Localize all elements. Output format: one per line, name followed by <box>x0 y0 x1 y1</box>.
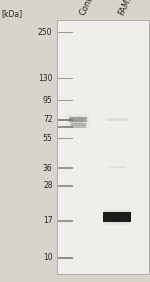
Bar <box>58 100 73 101</box>
Bar <box>108 211 126 222</box>
Bar <box>74 118 82 123</box>
Bar <box>58 257 73 259</box>
Bar <box>113 214 121 219</box>
Bar <box>58 220 73 222</box>
Bar <box>108 166 126 168</box>
Bar <box>111 213 123 221</box>
Text: Control: Control <box>78 0 99 17</box>
Text: [kDa]: [kDa] <box>2 9 23 18</box>
Text: 17: 17 <box>43 216 52 225</box>
Bar <box>70 124 86 128</box>
Text: 28: 28 <box>43 181 52 190</box>
Bar <box>69 117 87 122</box>
Bar <box>106 118 128 121</box>
Text: 250: 250 <box>38 28 52 37</box>
Bar <box>103 212 131 222</box>
Text: FAM19A3: FAM19A3 <box>117 0 142 17</box>
Bar <box>58 78 73 79</box>
Bar <box>58 119 73 121</box>
Text: 55: 55 <box>43 134 52 143</box>
Bar <box>58 32 73 33</box>
Bar <box>104 208 130 225</box>
Bar <box>58 126 73 127</box>
Bar <box>58 138 73 139</box>
Text: 95: 95 <box>43 96 52 105</box>
Bar <box>72 117 84 124</box>
Text: 10: 10 <box>43 254 52 263</box>
Text: 130: 130 <box>38 74 52 83</box>
Bar <box>57 20 148 274</box>
Bar <box>66 114 90 128</box>
Bar <box>58 168 73 169</box>
Bar <box>58 185 73 187</box>
Bar <box>70 116 86 125</box>
Text: 36: 36 <box>43 164 52 173</box>
Text: 72: 72 <box>43 115 52 124</box>
